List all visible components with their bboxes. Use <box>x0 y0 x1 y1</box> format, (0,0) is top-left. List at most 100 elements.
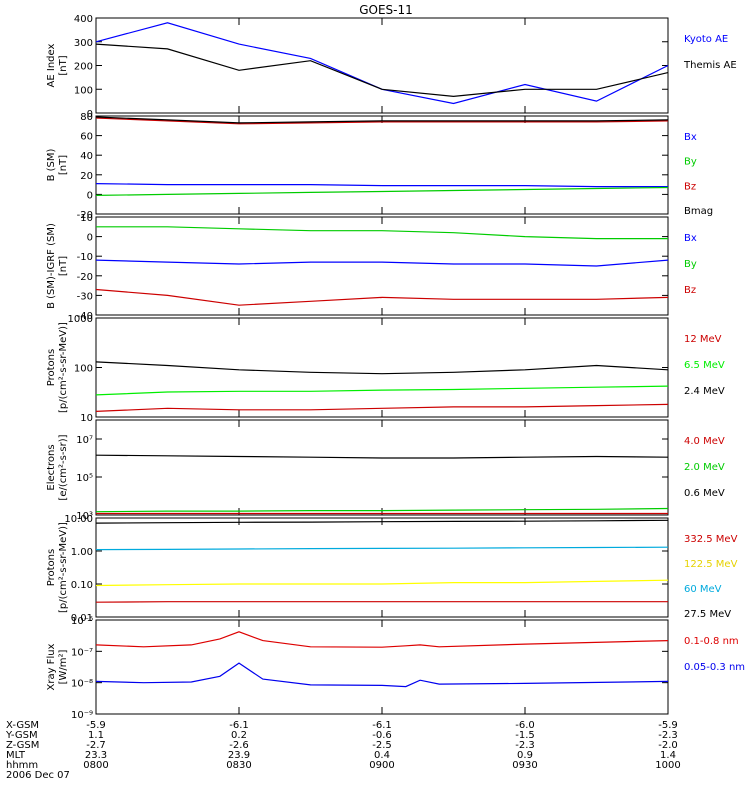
y-tick-label: -40 <box>77 311 93 322</box>
y-tick-label: 300 <box>74 38 93 49</box>
footer-value: 0900 <box>369 760 394 771</box>
footer-value: -6.1 <box>372 720 392 731</box>
y-tick-label: 0 <box>87 109 93 120</box>
y-tick-label: 10 <box>80 213 93 224</box>
legend-entry: Themis AE <box>683 60 737 71</box>
series-line <box>95 631 669 648</box>
y-tick-label: 10.00 <box>64 514 93 525</box>
footer-row-label: Z-GSM <box>6 740 39 751</box>
footer-value: 23.9 <box>228 750 250 761</box>
plot-title: GOES-11 <box>359 3 413 17</box>
y-tick-label: 10⁻⁷ <box>71 647 93 658</box>
y-axis-label: [nT] <box>58 55 69 75</box>
y-tick-label: 10⁵ <box>76 473 93 484</box>
footer-value: -2.3 <box>515 740 535 751</box>
legend-entry: By <box>684 157 697 168</box>
y-tick-label: 40 <box>80 151 93 162</box>
y-axis-label: [p/(cm²-s-sr-MeV)] <box>58 522 69 613</box>
legend-entry: 2.0 MeV <box>684 462 725 473</box>
footer-value: -6.1 <box>229 720 249 731</box>
series-line <box>95 519 669 524</box>
y-tick-label: 10 <box>80 413 93 424</box>
series-line <box>95 454 669 459</box>
series-line <box>95 403 669 412</box>
y-tick-label: 1.00 <box>71 547 93 558</box>
footer-value: -2.0 <box>658 740 678 751</box>
series-line <box>95 546 669 551</box>
y-tick-label: 10⁷ <box>76 435 93 446</box>
y-tick-label: 0 <box>87 233 93 244</box>
legend-entry: 6.5 MeV <box>684 360 725 371</box>
legend-entry: 60 MeV <box>684 584 722 595</box>
legend-entry: 0.05-0.3 nm <box>684 662 745 673</box>
legend-entry: 0.1-0.8 nm <box>684 636 739 647</box>
footer-row-label: MLT <box>6 750 26 761</box>
series-line <box>95 601 668 603</box>
series-line <box>95 186 669 196</box>
footer-value: 1.4 <box>660 750 676 761</box>
footer-row-label: Y-GSM <box>5 730 38 741</box>
y-axis-label: Xray Flux <box>46 643 57 690</box>
footer-value: 0800 <box>83 760 108 771</box>
panel-frame <box>95 17 669 114</box>
y-tick-label: -20 <box>77 210 93 221</box>
footer-value: -5.9 <box>658 720 678 731</box>
legend-entry: 0.6 MeV <box>684 488 725 499</box>
legend-entry: Bz <box>684 181 696 192</box>
legend-entry: 12 MeV <box>684 334 722 345</box>
footer-value: 0.2 <box>231 730 247 741</box>
y-tick-label: 20 <box>80 171 93 182</box>
footer-value: 0.9 <box>517 750 533 761</box>
y-tick-label: 10⁻⁹ <box>71 710 93 721</box>
legend-entry: 27.5 MeV <box>684 609 731 620</box>
y-axis-label: [e/(cm²-s-sr)] <box>58 434 69 500</box>
footer-value: -5.9 <box>86 720 106 731</box>
legend-entry: Kyoto AE <box>684 34 728 45</box>
series-line <box>95 662 669 688</box>
series-line <box>95 579 669 587</box>
y-tick-label: 80 <box>80 112 93 123</box>
footer-value: 0830 <box>226 760 251 771</box>
legend-entry: Bx <box>684 233 697 244</box>
series-line <box>95 183 668 188</box>
y-tick-label: 0.10 <box>71 580 93 591</box>
y-axis-label: B (SM)-IGRF (SM) <box>46 223 57 309</box>
legend-entry: 4.0 MeV <box>684 436 725 447</box>
panel-frame <box>95 419 669 516</box>
footer-value: 23.3 <box>85 750 107 761</box>
y-axis-label: Electrons <box>46 444 57 490</box>
footer-value: -0.6 <box>372 730 392 741</box>
y-axis-label: [p/(cm²-s-sr-MeV)] <box>58 322 69 413</box>
footer-date: 2006 Dec 07 <box>6 770 70 781</box>
series-line <box>95 116 669 124</box>
series-line <box>95 117 669 125</box>
y-tick-label: 100 <box>74 364 93 375</box>
y-tick-label: 200 <box>74 62 93 73</box>
series-line <box>95 385 669 396</box>
series-line <box>95 259 669 267</box>
footer-value: 1000 <box>655 760 680 771</box>
y-tick-label: 1000 <box>68 314 93 325</box>
panel-frame <box>95 115 669 215</box>
legend-entry: 332.5 MeV <box>684 534 738 545</box>
footer-value: -2.5 <box>372 740 392 751</box>
y-tick-label: -10 <box>77 252 93 263</box>
y-tick-label: -30 <box>77 291 93 302</box>
y-axis-label: [W/m²] <box>58 649 69 684</box>
y-axis-label: B (SM) <box>46 148 57 181</box>
footer-row-label: hhmm <box>6 760 38 771</box>
legend-entry: By <box>684 259 697 270</box>
y-tick-label: 100 <box>74 85 93 96</box>
y-tick-label: -20 <box>77 272 93 283</box>
y-axis-label: Protons <box>46 549 57 586</box>
series-line <box>95 361 669 375</box>
legend-entry: 2.4 MeV <box>684 386 725 397</box>
panel-frame <box>95 317 669 418</box>
footer-value: -2.7 <box>86 740 106 751</box>
footer-value: 1.1 <box>88 730 104 741</box>
series-line <box>95 507 669 513</box>
y-tick-label: 10⁻⁶ <box>71 616 93 627</box>
y-axis-label: [nT] <box>58 155 69 175</box>
